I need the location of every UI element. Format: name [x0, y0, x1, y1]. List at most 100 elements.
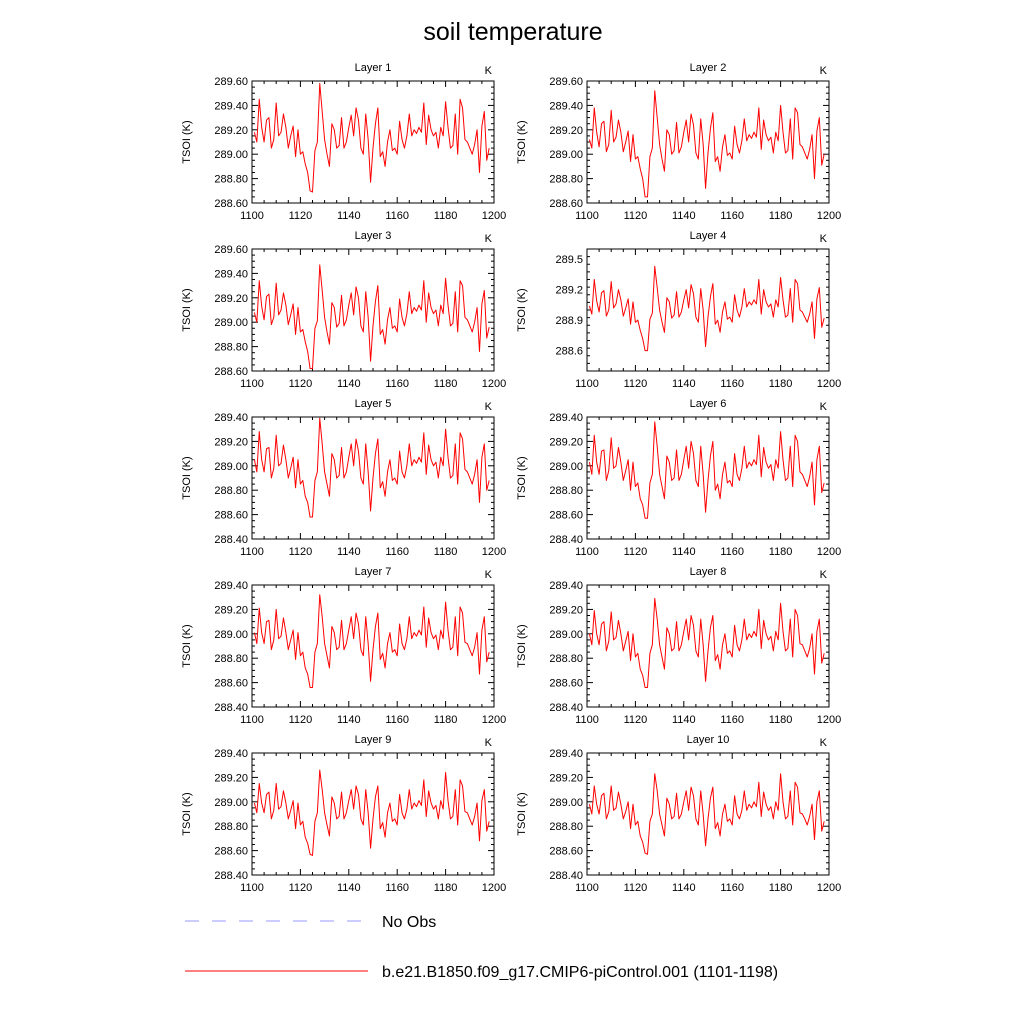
y-axis-label: TSOI (K): [516, 120, 528, 163]
y-tick-label: 289.40: [214, 268, 248, 280]
x-tick-label: 1160: [720, 882, 744, 894]
x-tick-label: 1200: [817, 378, 841, 390]
x-tick-label: 1120: [289, 378, 313, 390]
y-axis-label: TSOI (K): [181, 456, 193, 499]
y-tick-label: 288.60: [214, 510, 248, 522]
x-tick-label: 1120: [289, 882, 313, 894]
x-tick-label: 1120: [624, 546, 648, 558]
x-tick-label: 1140: [337, 882, 361, 894]
y-tick-label: 289.00: [214, 629, 248, 641]
x-tick-label: 1200: [482, 546, 506, 558]
y-axis-label: TSOI (K): [516, 288, 528, 331]
y-tick-label: 289.00: [214, 149, 248, 161]
legend-model-label: b.e21.B1850.f09_g17.CMIP6-piControl.001 …: [382, 964, 778, 981]
x-tick-label: 1120: [624, 378, 648, 390]
x-tick-label: 1180: [769, 882, 793, 894]
x-tick-label: 1160: [385, 882, 409, 894]
x-tick-label: 1180: [769, 378, 793, 390]
plot-frame: [251, 248, 495, 372]
y-tick-label: 289.20: [549, 436, 583, 448]
data-line: [253, 417, 490, 518]
panel-title: Layer 10: [687, 734, 730, 746]
y-tick-label: 288.6: [555, 346, 583, 358]
y-tick-label: 288.80: [214, 653, 248, 665]
panel-units: K: [485, 401, 493, 413]
y-tick-label: 289.40: [214, 100, 248, 112]
y-axis-label: TSOI (K): [181, 624, 193, 667]
data-line: [253, 769, 490, 856]
y-tick-label: 289.00: [549, 461, 583, 473]
y-tick-label: 289.40: [549, 100, 583, 112]
x-tick-label: 1160: [720, 546, 744, 558]
y-tick-label: 288.60: [214, 198, 248, 210]
x-tick-label: 1200: [817, 882, 841, 894]
x-tick-label: 1140: [672, 210, 696, 222]
x-tick-label: 1160: [720, 378, 744, 390]
x-tick-label: 1180: [434, 210, 458, 222]
y-tick-label: 289.20: [214, 293, 248, 305]
x-tick-label: 1200: [817, 210, 841, 222]
plot-frame: [586, 584, 830, 708]
y-tick-label: 289.2: [555, 285, 583, 297]
y-tick-label: 288.60: [549, 846, 583, 858]
plot-frame: [586, 80, 830, 204]
x-tick-label: 1100: [575, 714, 599, 726]
y-tick-label: 289.00: [214, 317, 248, 329]
panel-title: Layer 5: [355, 398, 392, 410]
y-tick-label: 289.60: [549, 76, 583, 88]
y-tick-label: 289.00: [549, 149, 583, 161]
x-tick-label: 1120: [624, 210, 648, 222]
y-tick-label: 289.5: [555, 254, 583, 266]
y-tick-label: 288.40: [214, 534, 248, 546]
x-tick-label: 1160: [385, 546, 409, 558]
data-line: [253, 264, 490, 370]
panel-layer-7: 1100 1120 1140 1160 1180 1200 288.40 288.60 288.…: [181, 566, 506, 726]
x-tick-label: 1160: [385, 378, 409, 390]
y-axis-label: TSOI (K): [516, 792, 528, 835]
x-tick-label: 1180: [434, 882, 458, 894]
y-tick-label: 288.60: [549, 198, 583, 210]
panel-title: Layer 1: [355, 62, 392, 74]
legend-no-obs-label: No Obs: [382, 914, 436, 931]
x-tick-label: 1140: [672, 546, 696, 558]
y-tick-label: 288.80: [549, 174, 583, 186]
x-tick-label: 1100: [240, 378, 264, 390]
panel-title: Layer 4: [690, 230, 727, 242]
y-tick-label: 289.20: [549, 772, 583, 784]
y-tick-label: 288.60: [549, 510, 583, 522]
plot-frame: [586, 248, 830, 372]
figure-title: soil temperature: [423, 18, 602, 46]
y-tick-label: 289.00: [214, 461, 248, 473]
y-tick-label: 288.80: [214, 342, 248, 354]
y-axis-label: TSOI (K): [516, 456, 528, 499]
x-tick-label: 1140: [672, 714, 696, 726]
y-tick-label: 289.00: [549, 629, 583, 641]
plot-frame: [251, 80, 495, 204]
panel-title: Layer 7: [355, 566, 392, 578]
y-tick-label: 288.80: [549, 485, 583, 497]
y-tick-label: 288.60: [214, 366, 248, 378]
legend: No Obs b.e21.B1850.f09_g17.CMIP6-piContr…: [185, 914, 778, 981]
y-axis-label: TSOI (K): [181, 120, 193, 163]
panel-units: K: [820, 65, 828, 77]
y-tick-label: 289.60: [214, 244, 248, 256]
x-tick-label: 1120: [624, 882, 648, 894]
x-tick-label: 1100: [240, 714, 264, 726]
y-tick-label: 289.40: [549, 412, 583, 424]
panel-units: K: [485, 65, 493, 77]
y-tick-label: 288.60: [549, 678, 583, 690]
data-line: [588, 265, 825, 352]
x-tick-label: 1200: [482, 378, 506, 390]
x-tick-label: 1120: [289, 210, 313, 222]
x-tick-label: 1140: [672, 882, 696, 894]
x-tick-label: 1200: [482, 882, 506, 894]
data-line: [588, 421, 825, 519]
panel-layer-4: 1100 1120 1140 1160 1180 1200 288.6 288.9 289.2 2…: [516, 230, 841, 390]
y-tick-label: 288.80: [549, 653, 583, 665]
x-tick-label: 1180: [769, 210, 793, 222]
x-tick-label: 1160: [720, 714, 744, 726]
x-tick-label: 1160: [720, 210, 744, 222]
panel-title: Layer 2: [690, 62, 727, 74]
x-tick-label: 1180: [434, 378, 458, 390]
